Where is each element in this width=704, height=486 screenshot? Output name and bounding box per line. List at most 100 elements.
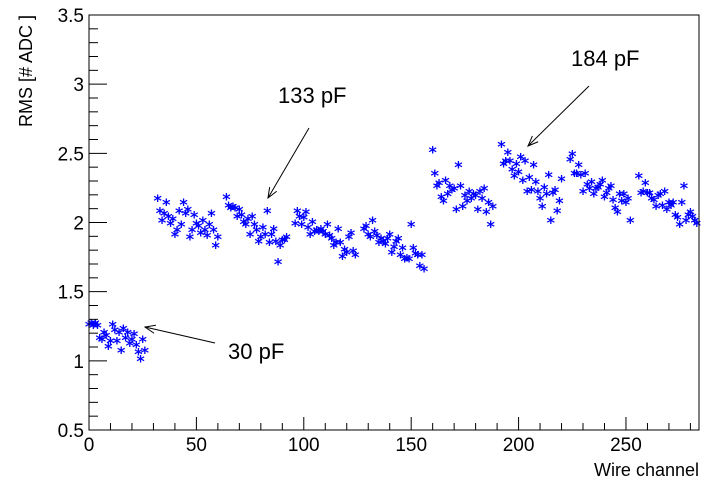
data-point: * xyxy=(587,174,596,193)
data-point: * xyxy=(456,178,465,197)
data-point: * xyxy=(351,248,360,267)
data-point: * xyxy=(635,169,644,188)
annotations: 30 pF 133 pF 184 pF xyxy=(143,46,640,364)
data-point: * xyxy=(158,213,167,232)
data-point: * xyxy=(390,239,399,258)
data-point: * xyxy=(91,315,100,334)
data-point: * xyxy=(166,216,175,235)
axis-ticks: 0 50 100 150 200 250 0.5 1 1.5 2 2.5 3 3.5 xyxy=(58,6,691,456)
data-point: * xyxy=(471,188,480,207)
data-point: * xyxy=(523,184,532,203)
data-point: * xyxy=(113,333,122,352)
data-point: * xyxy=(239,214,248,233)
data-point: * xyxy=(181,206,190,225)
data-point: * xyxy=(594,180,603,199)
data-point: * xyxy=(478,191,487,210)
data-point: * xyxy=(315,224,324,243)
data-point: * xyxy=(317,221,326,240)
data-point: * xyxy=(349,243,358,262)
data-point: * xyxy=(497,137,506,156)
data-point: * xyxy=(648,191,657,210)
data-point: * xyxy=(441,173,450,192)
data-point: * xyxy=(199,213,208,232)
data-point: * xyxy=(328,231,337,250)
data-point: * xyxy=(388,245,397,264)
data-point: * xyxy=(665,195,674,214)
data-point: * xyxy=(121,331,130,350)
data-point: * xyxy=(645,185,654,204)
data-point: * xyxy=(370,224,379,243)
annotation-label: 30 pF xyxy=(228,339,284,364)
data-point: * xyxy=(568,147,577,166)
data-point: * xyxy=(532,174,541,193)
data-point: * xyxy=(368,213,377,232)
y-tick-label: 0.5 xyxy=(58,421,84,442)
data-point: * xyxy=(248,209,257,228)
data-point: * xyxy=(660,184,669,203)
data-point: * xyxy=(611,201,620,220)
data-point: * xyxy=(607,178,616,197)
data-point: * xyxy=(592,181,601,200)
data-point: * xyxy=(575,158,584,177)
data-point: * xyxy=(237,207,246,226)
data-point: * xyxy=(577,167,586,186)
data-point: * xyxy=(207,206,216,225)
data-point: * xyxy=(553,203,562,222)
data-point: * xyxy=(130,326,139,345)
data-point: * xyxy=(650,192,659,211)
arrow-head xyxy=(143,324,156,334)
data-point: * xyxy=(261,227,270,246)
data-point: * xyxy=(514,165,523,184)
data-point: * xyxy=(463,194,472,213)
data-point: * xyxy=(444,187,453,206)
data-point: * xyxy=(212,238,221,257)
data-point: * xyxy=(336,235,345,254)
data-point: * xyxy=(693,216,702,235)
data-point: * xyxy=(375,235,384,254)
data-point: * xyxy=(231,201,240,220)
data-point: * xyxy=(678,195,687,214)
data-point: * xyxy=(160,206,169,225)
data-point: * xyxy=(233,209,242,228)
data-point: * xyxy=(360,221,369,240)
data-point: * xyxy=(96,331,105,350)
data-point: * xyxy=(265,235,274,254)
data-point: * xyxy=(156,203,165,222)
data-point: * xyxy=(175,203,184,222)
data-point: * xyxy=(484,195,493,214)
data-point: * xyxy=(345,230,354,249)
data-point: * xyxy=(617,194,626,213)
data-point: * xyxy=(452,202,461,221)
data-point: * xyxy=(366,230,375,249)
data-point: * xyxy=(330,238,339,257)
data-point: * xyxy=(383,231,392,250)
data-point: * xyxy=(164,209,173,228)
data-point: * xyxy=(321,227,330,246)
data-point: * xyxy=(169,212,178,231)
annotation-label: 133 pF xyxy=(278,83,347,108)
data-point: * xyxy=(508,162,517,181)
data-point: * xyxy=(139,332,148,351)
arrow-head xyxy=(527,135,539,147)
data-point: * xyxy=(282,230,291,249)
data-point: * xyxy=(100,325,109,344)
data-point: * xyxy=(454,158,463,177)
data-point: * xyxy=(684,207,693,226)
data-point: * xyxy=(581,166,590,185)
data-point: * xyxy=(244,212,253,231)
data-point: * xyxy=(691,213,700,232)
data-point: * xyxy=(527,183,536,202)
data-point: * xyxy=(416,259,425,278)
y-tick-label: 2 xyxy=(73,214,84,235)
data-point: * xyxy=(98,332,107,351)
data-point: * xyxy=(675,217,684,236)
data-point: * xyxy=(499,156,508,175)
data-point: * xyxy=(304,220,313,239)
data-point: * xyxy=(224,198,233,217)
data-point: * xyxy=(538,199,547,218)
data-point: * xyxy=(467,191,476,210)
annotation-arrow xyxy=(267,127,310,199)
data-point: * xyxy=(431,166,440,185)
x-tick-label: 50 xyxy=(186,435,207,456)
